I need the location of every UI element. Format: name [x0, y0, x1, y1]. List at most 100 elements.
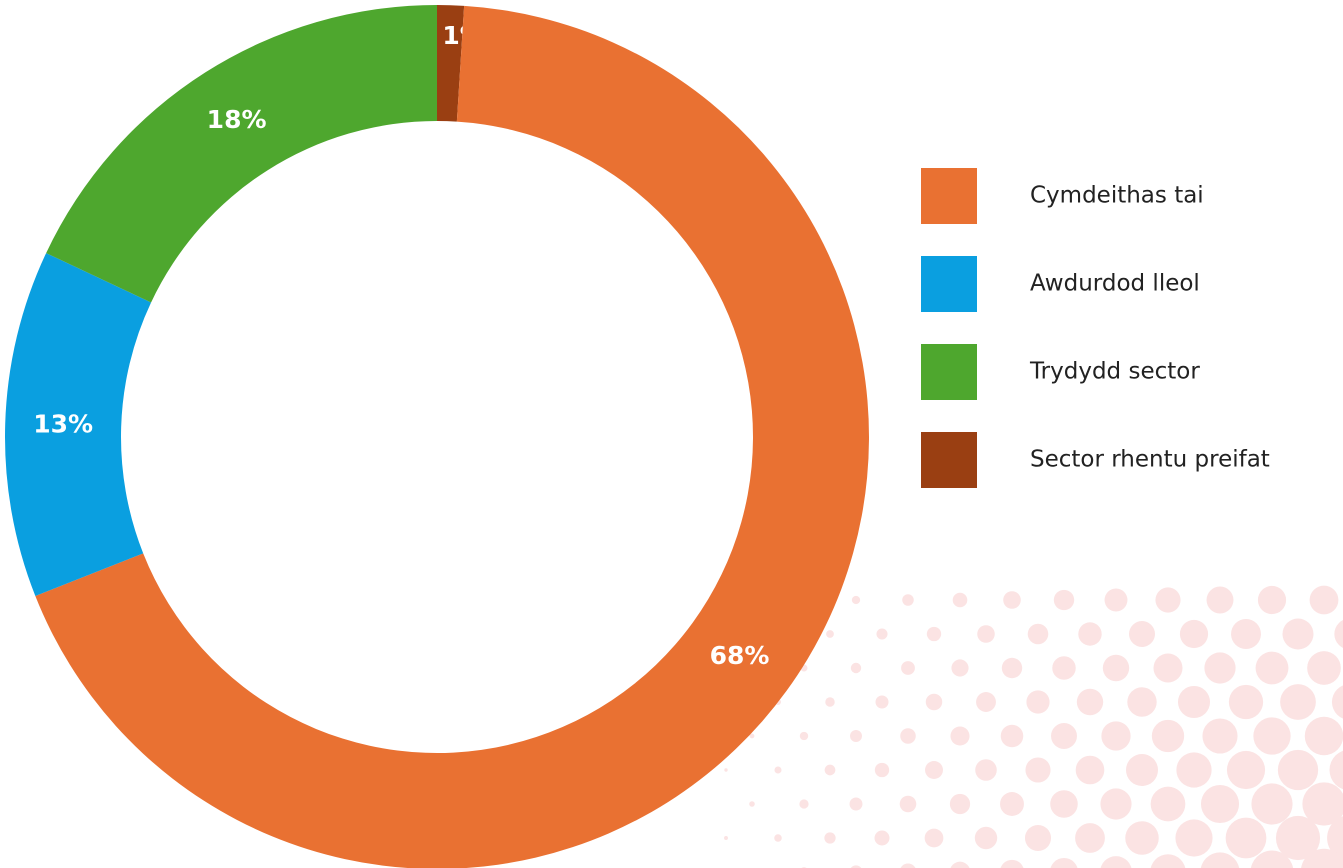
decor-dot: [1202, 718, 1238, 754]
decor-dot: [1100, 788, 1132, 820]
decor-dot: [774, 766, 782, 774]
decor-dot: [799, 799, 809, 809]
decor-dot: [1255, 651, 1289, 685]
decor-dot: [1226, 750, 1266, 790]
decor-dot: [850, 865, 862, 868]
decor-dot: [851, 595, 861, 605]
donut-slice: [5, 253, 152, 597]
decor-dot: [1052, 656, 1076, 680]
decor-dot: [951, 659, 969, 677]
decor-dot: [824, 764, 836, 776]
decor-dot: [1334, 620, 1343, 648]
data-label: 13%: [33, 409, 93, 438]
decor-dot: [1304, 716, 1343, 756]
decor-dot: [1024, 824, 1052, 852]
decor-dot: [900, 728, 916, 744]
decor-dot: [1125, 753, 1159, 787]
decor-dot: [1001, 657, 1023, 679]
decor-dot: [1302, 782, 1343, 826]
decor-dot: [1075, 755, 1105, 785]
decor-dot: [825, 697, 835, 707]
decor-dot: [952, 592, 968, 608]
decor-dot: [949, 793, 971, 815]
decor-dot: [901, 661, 915, 675]
decor-dot: [1104, 588, 1128, 612]
decor-dot: [1176, 752, 1212, 788]
legend-swatch: [921, 432, 977, 488]
legend-label: Cymdeithas tai: [1030, 183, 1204, 209]
legend-swatch: [921, 256, 977, 312]
decor-dot: [875, 695, 889, 709]
decor-dot: [1000, 724, 1024, 748]
decor-dot: [1025, 757, 1051, 783]
decor-dot: [826, 630, 834, 638]
decor-dot: [1127, 687, 1157, 717]
decor-dot: [1275, 815, 1321, 861]
decor-dot: [1027, 623, 1049, 645]
decor-dot: [850, 730, 862, 742]
decor-dot: [1282, 618, 1314, 650]
decor-dot: [1327, 816, 1343, 860]
decor-dot: [950, 726, 970, 746]
decor-dot: [1251, 783, 1293, 825]
decor-dot: [1100, 856, 1132, 868]
decor-dot: [1129, 621, 1155, 647]
decor-dot: [824, 832, 836, 844]
decor-dot: [1331, 685, 1343, 719]
decor-dot: [1000, 859, 1024, 868]
decor-dot: [924, 828, 944, 848]
decor-dot: [1101, 721, 1131, 751]
decor-dot: [1076, 688, 1104, 716]
decor-dot: [1228, 684, 1264, 720]
decor-dot: [1257, 585, 1287, 615]
decor-dot: [1003, 591, 1021, 609]
decor-dot: [900, 863, 916, 868]
decor-dot: [1153, 653, 1183, 683]
legend-label: Sector rhentu preifat: [1030, 447, 1270, 473]
decor-dot: [799, 731, 809, 741]
decor-dot: [1250, 850, 1294, 868]
decor-dot: [876, 628, 888, 640]
decor-dot: [926, 626, 942, 642]
legend-label: Awdurdod lleol: [1030, 271, 1200, 297]
decor-dot: [1301, 848, 1343, 868]
decor-dot: [1309, 585, 1339, 615]
decor-dot: [1200, 852, 1240, 868]
decor-dot: [1277, 749, 1319, 791]
decor-dot: [1050, 790, 1078, 818]
decor-dot: [1053, 589, 1075, 611]
decor-dot: [902, 594, 914, 606]
donut-slice: [437, 5, 465, 122]
data-label: 68%: [710, 641, 770, 670]
decor-dot: [849, 797, 863, 811]
decor-dot: [1204, 652, 1236, 684]
legend-swatch: [921, 168, 977, 224]
decor-dot: [1231, 619, 1261, 649]
decor-dot: [774, 834, 782, 842]
decor-dot: [850, 662, 862, 674]
decor-dot: [1151, 719, 1185, 753]
decor-dot: [1051, 723, 1077, 749]
decor-dot: [1050, 857, 1078, 868]
decor-dot: [1150, 854, 1186, 868]
decor-dot: [1102, 654, 1130, 682]
decor-dot: [1206, 586, 1234, 614]
decor-dot: [976, 692, 996, 712]
decor-dot: [925, 761, 943, 779]
decor-dot: [1000, 792, 1024, 816]
decor-dot: [1225, 817, 1267, 859]
decor-dot: [749, 733, 755, 739]
decor-dot: [1078, 622, 1102, 646]
decor-dot: [1307, 651, 1341, 685]
decor-dot: [1179, 619, 1209, 649]
decor-dot: [874, 830, 890, 846]
decor-dot: [925, 693, 943, 711]
decor-dot: [724, 836, 728, 840]
decor-dot: [749, 801, 755, 807]
donut-slice: [46, 4, 437, 303]
decor-dot: [1175, 819, 1213, 857]
legend-label: Trydydd sector: [1029, 359, 1200, 385]
decor-dot: [1155, 587, 1181, 613]
background-decoration: [724, 585, 1343, 868]
